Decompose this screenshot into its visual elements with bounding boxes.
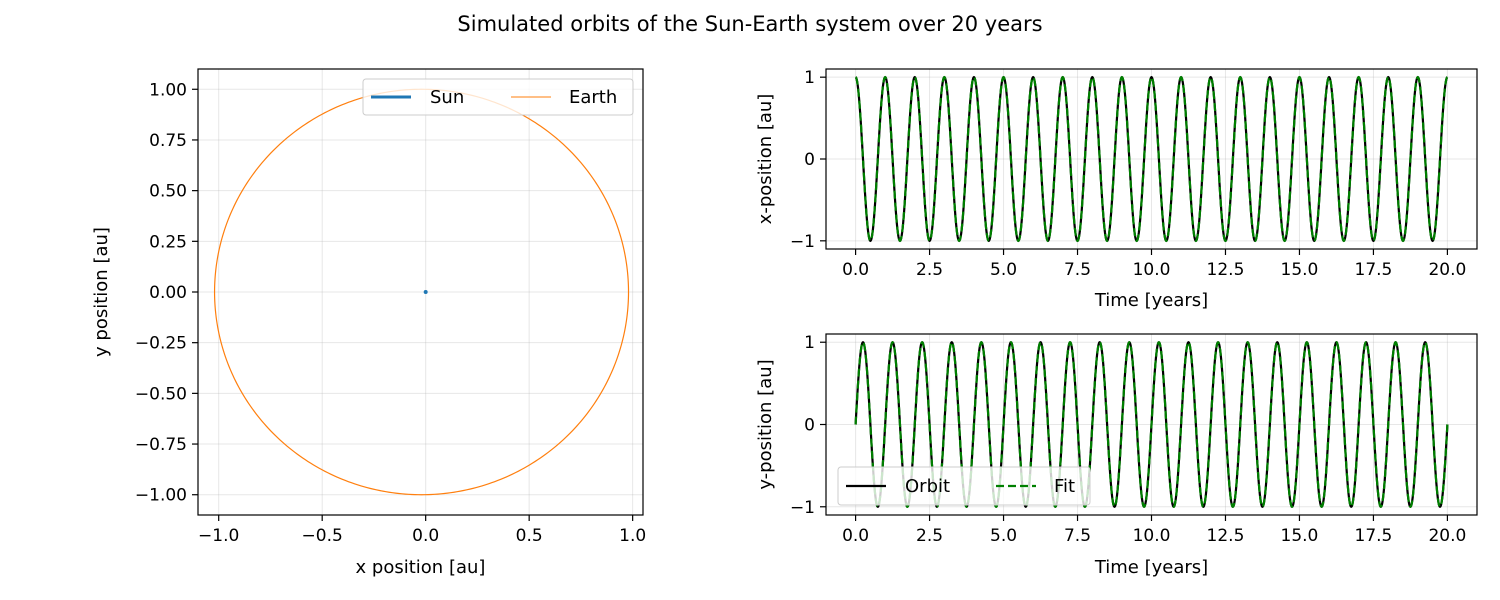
x-tick-label: 7.5 bbox=[1064, 260, 1091, 280]
y-tick-label: −0.75 bbox=[135, 435, 187, 455]
series-sun bbox=[423, 290, 428, 294]
x-tick-label: 12.5 bbox=[1207, 526, 1245, 546]
x-tick-label: 0.0 bbox=[842, 526, 869, 546]
y-axis-label: y position [au] bbox=[91, 227, 112, 357]
legend-label-fit: Fit bbox=[1054, 476, 1075, 497]
y-tick-label: 0.50 bbox=[149, 182, 187, 202]
series-fit bbox=[854, 340, 1449, 509]
orbit-plot: −1.0 −0.5 0.0 0.5 1.0 1.00 0.75 0.50 0.25 0.00 −0.… bbox=[91, 68, 646, 578]
figure-title: Simulated orbits of the Sun-Earth system… bbox=[457, 12, 1042, 36]
y-tick-label: 1 bbox=[804, 333, 815, 353]
y-tick-label: 1.00 bbox=[149, 80, 187, 100]
y-axis-label: y-position [au] bbox=[755, 359, 776, 489]
x-tick-label: 0.0 bbox=[412, 526, 439, 546]
y-tick-label: 0.00 bbox=[149, 283, 187, 303]
grid bbox=[198, 69, 643, 515]
x-tick-label: 7.5 bbox=[1064, 526, 1091, 546]
y-tick-label: 0.25 bbox=[149, 232, 187, 252]
x-tick-label: −1.0 bbox=[198, 526, 239, 546]
legend-label-sun: Sun bbox=[430, 87, 464, 108]
y-tick-label: 0 bbox=[804, 416, 815, 436]
x-tick-label: 2.5 bbox=[916, 260, 943, 280]
y-tick-label: 0 bbox=[804, 150, 815, 170]
x-tick-label: 5.0 bbox=[990, 260, 1017, 280]
legend-box bbox=[837, 466, 1091, 506]
legend-label-orbit: Orbit bbox=[905, 476, 950, 497]
y-tick-label: −1.00 bbox=[135, 486, 187, 506]
legend: Orbit Fit bbox=[837, 466, 1091, 506]
y-tick-label: −1 bbox=[790, 232, 815, 252]
x-tick-label: 17.5 bbox=[1355, 526, 1393, 546]
axes-frame bbox=[825, 68, 1478, 250]
y-tick-label: −0.25 bbox=[135, 334, 187, 354]
x-tick-label: 10.0 bbox=[1133, 526, 1171, 546]
series-earth bbox=[213, 88, 630, 496]
y-tick-label: −1 bbox=[790, 498, 815, 518]
x-tick-label: 20.0 bbox=[1428, 260, 1466, 280]
axes-frame bbox=[197, 68, 644, 516]
x-tick-label: 15.0 bbox=[1281, 526, 1319, 546]
x-tick-label: 2.5 bbox=[916, 526, 943, 546]
x-tick-label: 0.5 bbox=[516, 526, 543, 546]
legend: Sun Earth bbox=[362, 78, 634, 116]
x-tick-label: 20.0 bbox=[1428, 526, 1466, 546]
series-orbit bbox=[854, 75, 1449, 243]
x-tick-label: 1.0 bbox=[619, 526, 646, 546]
x-tick-label: 17.5 bbox=[1355, 260, 1393, 280]
legend-label-earth: Earth bbox=[569, 87, 617, 108]
x-axis-label: Time [years] bbox=[1094, 290, 1208, 311]
x-tick-label: 15.0 bbox=[1281, 260, 1319, 280]
x-position-plot: 0.0 2.5 5.0 7.5 10.0 12.5 15.0 17.5 20.0 1 0 −1 Time… bbox=[755, 68, 1478, 311]
grid bbox=[826, 69, 1477, 249]
x-tick-label: 12.5 bbox=[1207, 260, 1245, 280]
x-tick-label: 10.0 bbox=[1133, 260, 1171, 280]
x-tick-label: −0.5 bbox=[302, 526, 343, 546]
y-axis-label: x-position [au] bbox=[755, 94, 776, 225]
x-tick-label: 5.0 bbox=[990, 526, 1017, 546]
x-tick-label: 0.0 bbox=[842, 260, 869, 280]
x-axis-label: Time [years] bbox=[1094, 557, 1208, 578]
y-position-plot: 0.0 2.5 5.0 7.5 10.0 12.5 15.0 17.5 20.0 1 0 −1 Time… bbox=[755, 333, 1478, 578]
y-tick-label: 0.75 bbox=[149, 131, 187, 151]
y-tick-label: 1 bbox=[804, 68, 815, 88]
x-axis-label: x position [au] bbox=[356, 557, 486, 578]
y-tick-label: −0.50 bbox=[135, 384, 187, 404]
legend-box bbox=[362, 78, 634, 116]
axes-frame bbox=[825, 333, 1478, 516]
